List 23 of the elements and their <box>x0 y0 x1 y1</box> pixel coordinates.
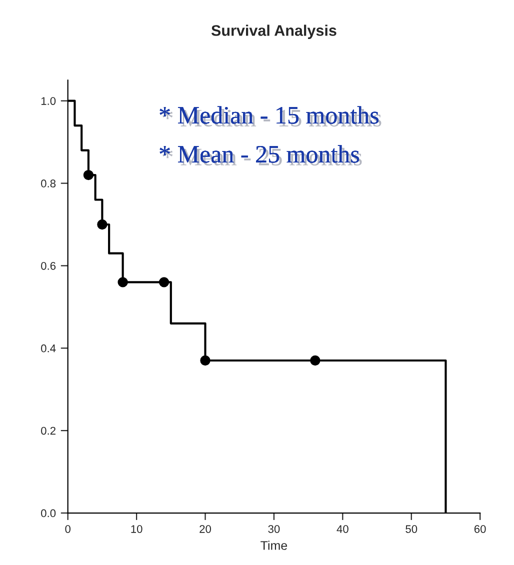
y-tick-label: 0.2 <box>41 426 56 435</box>
x-tick-label: 20 <box>200 525 212 533</box>
y-tick-label: 0.8 <box>41 180 56 188</box>
y-tick-label: 1.0 <box>41 97 56 105</box>
x-tick-label: 10 <box>131 525 142 533</box>
point <box>83 170 94 180</box>
point <box>200 355 210 366</box>
y-tick-label: 0.0 <box>41 509 56 518</box>
x-tick-label: 60 <box>474 525 486 533</box>
annotation: * Mean - 25 months <box>160 145 362 166</box>
y-tick-label: 0.6 <box>41 262 56 270</box>
point <box>118 277 128 288</box>
x-tick-label: 50 <box>406 525 418 533</box>
x-tick-label: 40 <box>336 525 348 533</box>
x-axis-title: Time <box>260 540 288 550</box>
annotation: * Median - 15 months <box>160 106 382 127</box>
x-tick-label: 30 <box>268 525 280 533</box>
point <box>310 355 320 366</box>
point <box>158 277 170 288</box>
chart-title: Survival Analysis <box>211 24 336 39</box>
point <box>97 219 108 230</box>
y-tick-label: 0.4 <box>41 344 56 352</box>
x-tick-label: 0 <box>65 525 71 533</box>
